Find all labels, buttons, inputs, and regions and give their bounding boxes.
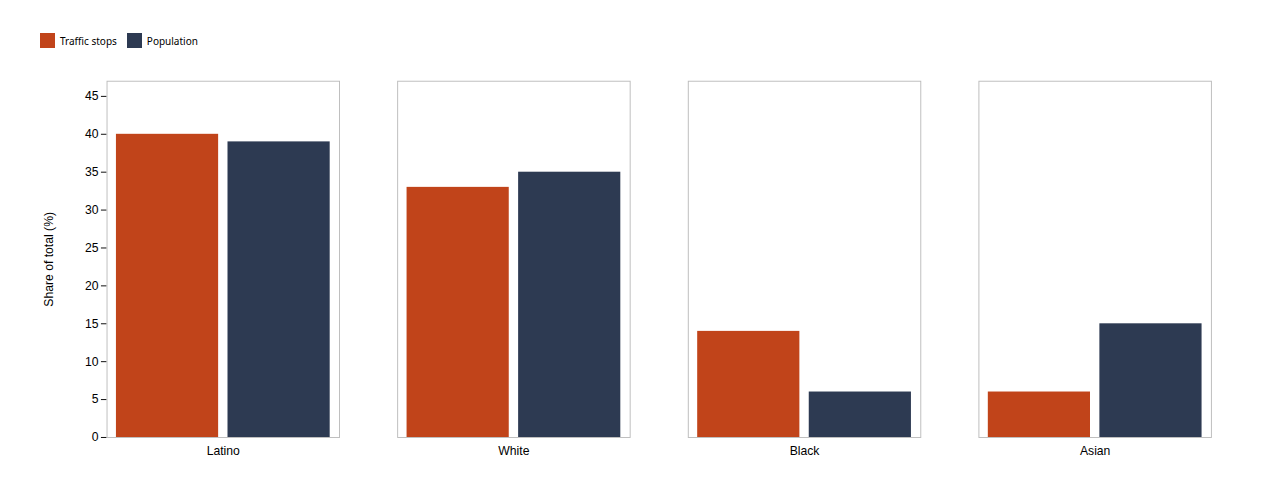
svg-text:20: 20 [85,279,99,293]
svg-text:15: 15 [85,317,99,331]
svg-text:30: 30 [85,203,99,217]
svg-text:White: White [498,444,529,458]
svg-text:40: 40 [85,127,99,141]
svg-text:Share of total (%): Share of total (%) [42,212,56,307]
html-text:Traffic stops: Traffic stops [60,33,117,48]
svg-text:45: 45 [85,89,99,103]
svg-text:10: 10 [85,355,99,369]
svg-text:Latino: Latino [207,444,240,458]
svg-text:5: 5 [92,392,99,406]
html-text:Population: Population [146,33,198,48]
svg-text:Asian: Asian [1080,444,1110,458]
svg-text:25: 25 [85,241,99,255]
svg-text:0: 0 [92,430,99,444]
svg-text:Black: Black [790,444,821,458]
svg-text:35: 35 [85,165,99,179]
